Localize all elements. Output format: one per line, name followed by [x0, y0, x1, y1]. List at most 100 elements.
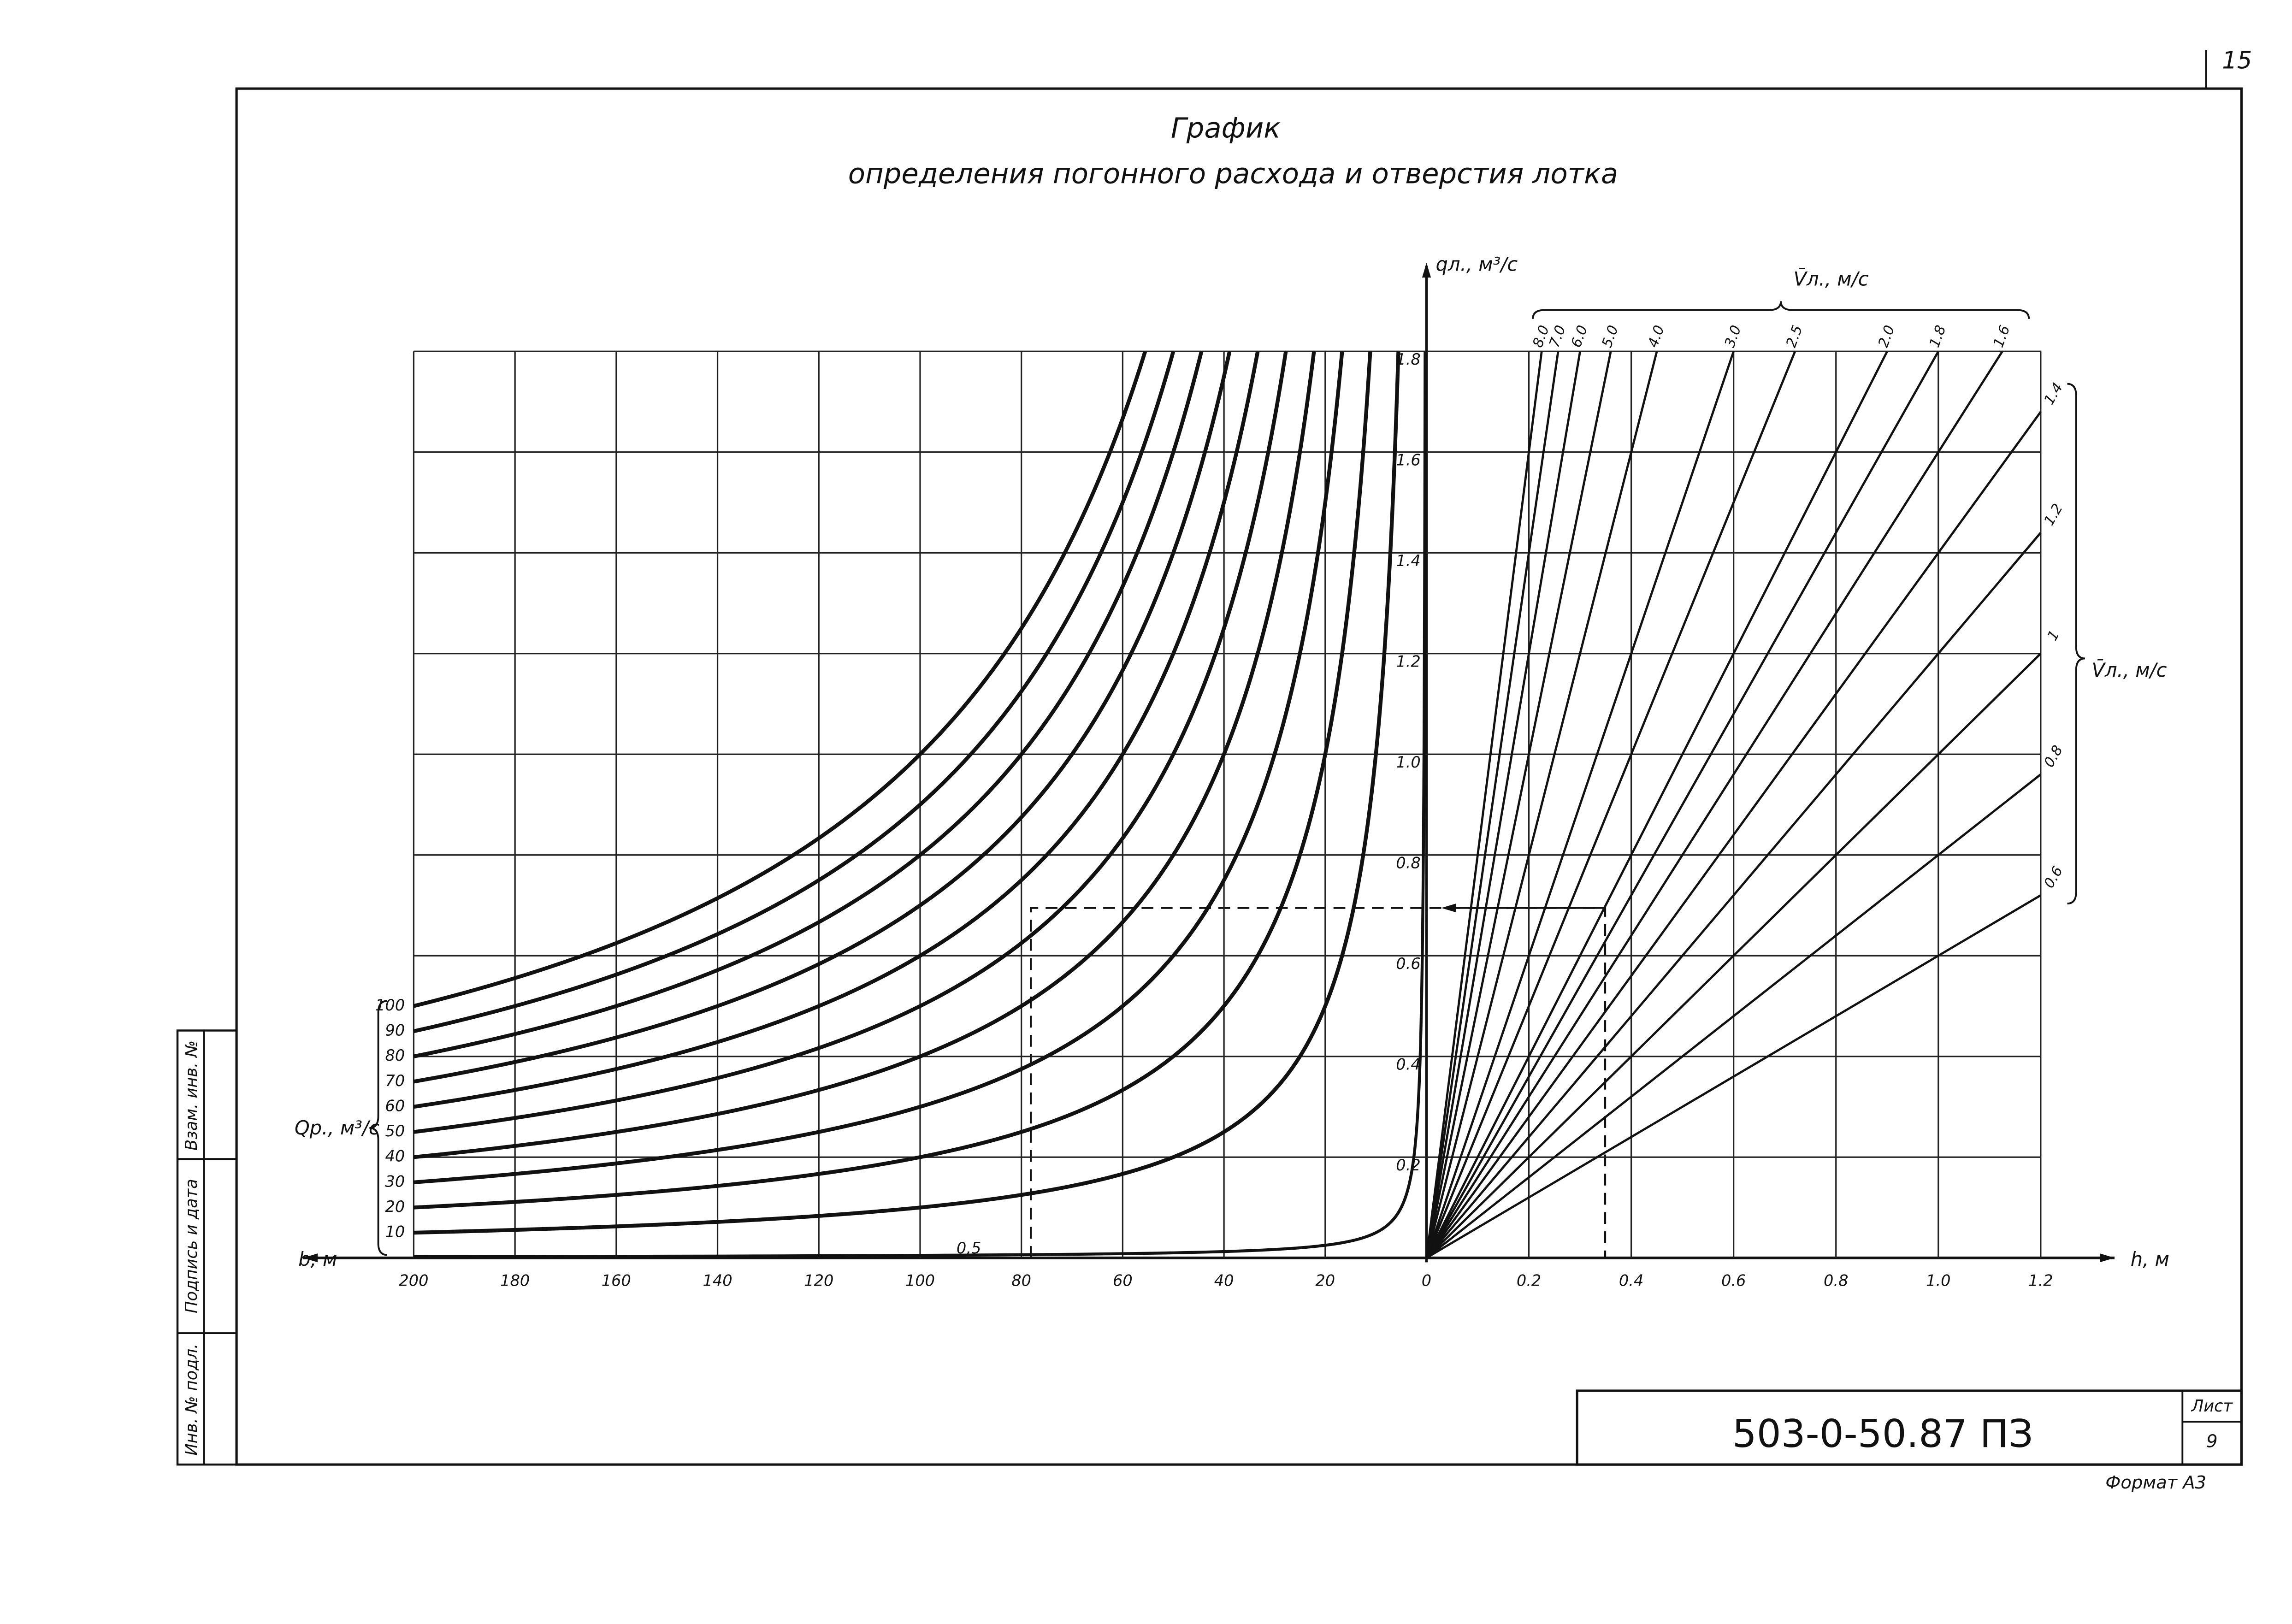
axis-arrow — [1422, 263, 1431, 278]
curve — [413, 351, 1204, 1058]
ray-label: 1.8 — [1926, 323, 1949, 349]
curve-label: 0,5 — [957, 1239, 981, 1257]
ray-label: 1.4 — [2041, 380, 2066, 407]
ray — [1425, 411, 2042, 1259]
curve — [414, 351, 1372, 1210]
curve-label: 10 — [385, 1223, 405, 1241]
x-tick-label: 80 — [1011, 1271, 1031, 1289]
y-tick-label: 0.2 — [1396, 1156, 1420, 1174]
x-axis-label: b, м — [298, 1248, 337, 1270]
ray — [1425, 351, 1560, 1258]
ray-label: 1 — [2044, 628, 2063, 644]
brace — [1532, 301, 2030, 319]
y-tick-label: 1.4 — [1396, 552, 1420, 570]
curve — [413, 351, 1260, 1109]
page-number: 15 — [2222, 47, 2252, 75]
ray — [1425, 351, 1543, 1258]
format: Формат А3 — [2105, 1472, 2206, 1493]
x-tick-label: 160 — [602, 1271, 631, 1289]
ray-label: 4.0 — [1645, 323, 1667, 349]
x-tick-label: 1.2 — [2028, 1271, 2053, 1289]
x-tick-label: 60 — [1113, 1271, 1133, 1289]
side-stamp-text: Взам. инв. № — [182, 1040, 201, 1151]
side-stamp-text: Подпись и дата — [182, 1179, 201, 1313]
x-tick-label: 1.0 — [1926, 1271, 1950, 1289]
example-line — [1030, 907, 1607, 1258]
title-block — [1576, 1389, 2243, 1466]
curve-label: 20 — [385, 1198, 405, 1216]
ray — [1426, 774, 2042, 1259]
x-tick-label: 0.2 — [1517, 1271, 1541, 1289]
y-tick-label: 0.4 — [1396, 1055, 1420, 1073]
ray — [1425, 351, 1888, 1258]
x-tick-label: 180 — [500, 1271, 530, 1289]
ray — [1425, 351, 1939, 1258]
x-tick-label: 0 — [1422, 1271, 1431, 1289]
curve — [413, 351, 1288, 1134]
curve — [414, 351, 1316, 1159]
ray — [1425, 350, 2003, 1259]
ray — [1425, 351, 1735, 1258]
ray — [1425, 351, 1796, 1258]
ray-label: 6.0 — [1568, 323, 1591, 349]
side-stamp-text: Инв. № подл. — [182, 1344, 201, 1456]
x-tick-label: 20 — [1315, 1271, 1335, 1289]
x-tick-label: 0.4 — [1619, 1271, 1643, 1289]
ray — [1425, 351, 1581, 1258]
legend-label: V̄л., м/с — [1794, 268, 1869, 290]
ray-label: 2.0 — [1875, 323, 1898, 349]
legend-label: V̄л., м/с — [2091, 659, 2167, 681]
ray — [1425, 653, 2042, 1259]
x-tick-label: 140 — [703, 1271, 732, 1289]
x-tick-label: 100 — [905, 1271, 935, 1289]
document-code: 503-0-50.87 ПЗ — [1732, 1411, 2033, 1456]
curve — [414, 351, 1427, 1258]
curve-label: 90 — [385, 1022, 405, 1039]
curve — [413, 351, 1147, 1008]
x-tick-label: 0.8 — [1824, 1271, 1848, 1289]
subtitle: определения погонного расхода и отверсти… — [848, 158, 1618, 190]
curve — [413, 351, 1232, 1084]
ray-label: 1.6 — [1991, 323, 2013, 349]
sheet-label: Лист — [2191, 1397, 2233, 1416]
curve-label: 60 — [385, 1097, 405, 1115]
x-tick-label: 40 — [1214, 1271, 1234, 1289]
x-tick-label: 0.6 — [1721, 1271, 1746, 1289]
ray — [1425, 351, 1658, 1258]
curve-label: 80 — [385, 1046, 405, 1064]
y-axis-label: qл., м³/с — [1436, 253, 1518, 275]
curve — [413, 351, 1176, 1033]
ray-label: 2.5 — [1783, 323, 1806, 349]
legend-label: Qр., м³/с — [295, 1116, 379, 1139]
curve-label: 40 — [385, 1147, 405, 1165]
y-tick-label: 1.6 — [1396, 451, 1420, 469]
brace — [369, 1000, 387, 1256]
ray-label: 0.8 — [2041, 743, 2066, 770]
y-tick-label: 1.2 — [1396, 652, 1420, 670]
ray-label: 3.0 — [1722, 323, 1744, 349]
frame — [235, 87, 2243, 1466]
ray-label: 0.6 — [2041, 864, 2066, 891]
ray — [1425, 351, 1612, 1258]
example-arrow — [1441, 904, 1456, 913]
curve-label: 100 — [375, 996, 405, 1014]
x-tick-label: 120 — [804, 1271, 833, 1289]
ray — [1425, 531, 2042, 1259]
x-tick-label: 200 — [399, 1271, 428, 1289]
side-stamp — [176, 1029, 238, 1466]
title: График — [1171, 112, 1281, 144]
curve-label: 70 — [385, 1072, 405, 1090]
curve — [414, 351, 1400, 1235]
y-tick-label: 1.0 — [1396, 753, 1420, 771]
y-tick-label: 0.6 — [1396, 955, 1420, 973]
ray — [1426, 894, 2042, 1259]
brace — [2067, 383, 2085, 904]
curve-label: 50 — [385, 1122, 405, 1140]
sheet-number: 9 — [2206, 1431, 2217, 1452]
x-axis-label: h, м — [2131, 1248, 2169, 1270]
y-tick-label: 0.8 — [1396, 854, 1420, 872]
curve — [414, 351, 1344, 1184]
ray-label: 5.0 — [1599, 323, 1622, 349]
curve-label: 30 — [385, 1172, 405, 1190]
